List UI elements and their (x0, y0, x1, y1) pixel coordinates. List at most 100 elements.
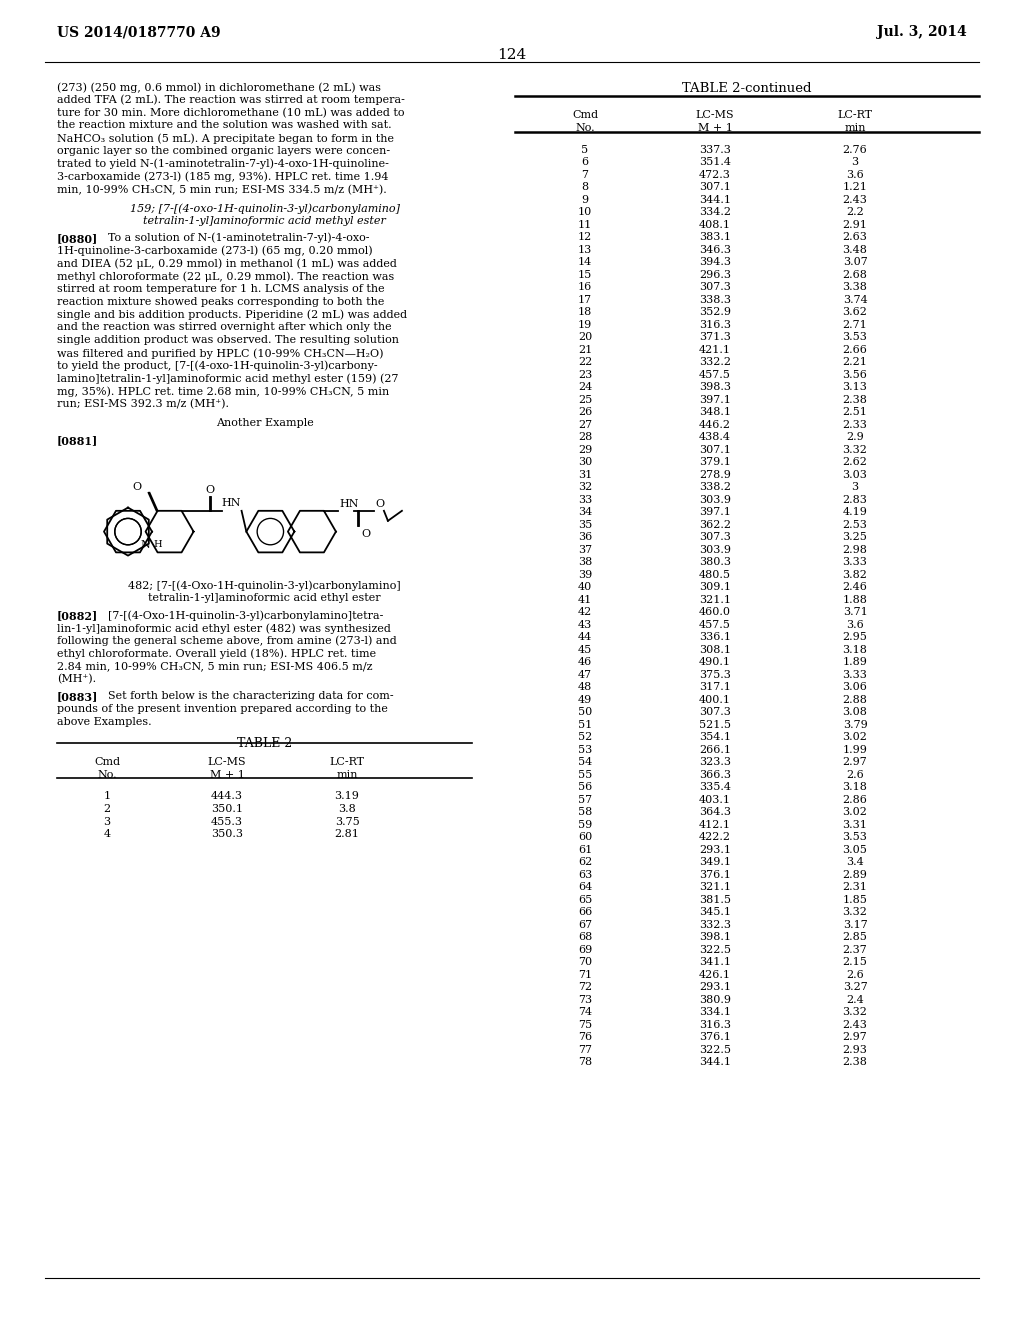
Text: 12: 12 (578, 232, 592, 242)
Text: 54: 54 (578, 758, 592, 767)
Text: 39: 39 (578, 570, 592, 579)
Text: 32: 32 (578, 482, 592, 492)
Text: ethyl chloroformate. Overall yield (18%). HPLC ret. time: ethyl chloroformate. Overall yield (18%)… (57, 648, 376, 659)
Text: 62: 62 (578, 857, 592, 867)
Text: 309.1: 309.1 (699, 582, 731, 593)
Text: 307.3: 307.3 (699, 532, 731, 543)
Text: Set forth below is the characterizing data for com-: Set forth below is the characterizing da… (101, 690, 393, 701)
Text: 71: 71 (578, 970, 592, 979)
Text: 438.4: 438.4 (699, 432, 731, 442)
Text: M + 1: M + 1 (210, 770, 245, 780)
Text: 338.2: 338.2 (699, 482, 731, 492)
Text: min: min (844, 123, 865, 133)
Text: 334.2: 334.2 (699, 207, 731, 216)
Text: 1.88: 1.88 (843, 594, 867, 605)
Text: No.: No. (575, 123, 595, 133)
Text: 48: 48 (578, 682, 592, 692)
Text: No.: No. (97, 770, 117, 780)
Text: 10: 10 (578, 207, 592, 216)
Text: 3.71: 3.71 (843, 607, 867, 616)
Text: 8: 8 (582, 182, 589, 193)
Text: 3.53: 3.53 (843, 832, 867, 842)
Text: 11: 11 (578, 219, 592, 230)
Text: 446.2: 446.2 (699, 420, 731, 429)
Text: 336.1: 336.1 (699, 632, 731, 642)
Text: pounds of the present invention prepared according to the: pounds of the present invention prepared… (57, 704, 388, 714)
Text: 58: 58 (578, 807, 592, 817)
Text: 3.62: 3.62 (843, 308, 867, 317)
Text: Another Example: Another Example (216, 418, 313, 428)
Text: 3.6: 3.6 (846, 169, 864, 180)
Text: 307.1: 307.1 (699, 182, 731, 193)
Text: 398.1: 398.1 (699, 932, 731, 942)
Text: above Examples.: above Examples. (57, 717, 152, 726)
Text: 3.19: 3.19 (335, 791, 359, 801)
Text: 2.62: 2.62 (843, 457, 867, 467)
Text: 26: 26 (578, 407, 592, 417)
Text: 66: 66 (578, 907, 592, 917)
Text: 350.1: 350.1 (211, 804, 243, 814)
Text: 124: 124 (498, 48, 526, 62)
Text: ture for 30 min. More dichloromethane (10 mL) was added to: ture for 30 min. More dichloromethane (1… (57, 108, 404, 117)
Text: TABLE 2: TABLE 2 (237, 738, 292, 750)
Text: 2.68: 2.68 (843, 269, 867, 280)
Text: 316.3: 316.3 (699, 1019, 731, 1030)
Text: 394.3: 394.3 (699, 257, 731, 267)
Text: US 2014/0187770 A9: US 2014/0187770 A9 (57, 25, 220, 40)
Text: 380.3: 380.3 (699, 557, 731, 568)
Text: 3.53: 3.53 (843, 333, 867, 342)
Text: 293.1: 293.1 (699, 982, 731, 993)
Text: 3.32: 3.32 (843, 1007, 867, 1018)
Text: 2.81: 2.81 (335, 829, 359, 840)
Text: following the general scheme above, from amine (273-l) and: following the general scheme above, from… (57, 636, 396, 647)
Text: 73: 73 (578, 994, 592, 1005)
Text: 3.13: 3.13 (843, 381, 867, 392)
Text: 2.2: 2.2 (846, 207, 864, 216)
Text: 65: 65 (578, 895, 592, 904)
Text: 77: 77 (578, 1044, 592, 1055)
Text: 2.6: 2.6 (846, 970, 864, 979)
Text: 3.27: 3.27 (843, 982, 867, 993)
Text: 4.19: 4.19 (843, 507, 867, 517)
Text: 2.38: 2.38 (843, 1057, 867, 1067)
Text: 2.46: 2.46 (843, 582, 867, 593)
Text: 36: 36 (578, 532, 592, 543)
Text: 57: 57 (578, 795, 592, 805)
Text: 2.97: 2.97 (843, 1032, 867, 1041)
Text: 2.38: 2.38 (843, 395, 867, 405)
Text: 61: 61 (578, 845, 592, 854)
Text: 335.4: 335.4 (699, 781, 731, 792)
Text: 44: 44 (578, 632, 592, 642)
Text: 397.1: 397.1 (699, 395, 731, 405)
Text: 69: 69 (578, 945, 592, 954)
Text: 3: 3 (851, 482, 858, 492)
Text: 3.31: 3.31 (843, 820, 867, 829)
Text: 296.3: 296.3 (699, 269, 731, 280)
Text: 23: 23 (578, 370, 592, 380)
Text: 322.5: 322.5 (699, 1044, 731, 1055)
Text: 2.97: 2.97 (843, 758, 867, 767)
Text: HN: HN (339, 499, 358, 508)
Text: 3.32: 3.32 (843, 907, 867, 917)
Text: 35: 35 (578, 520, 592, 529)
Text: 323.3: 323.3 (699, 758, 731, 767)
Text: 29: 29 (578, 445, 592, 454)
Text: 2.86: 2.86 (843, 795, 867, 805)
Text: 1.99: 1.99 (843, 744, 867, 755)
Text: 3.79: 3.79 (843, 719, 867, 730)
Text: organic layer so the combined organic layers were concen-: organic layer so the combined organic la… (57, 147, 390, 156)
Text: 338.3: 338.3 (699, 294, 731, 305)
Text: 14: 14 (578, 257, 592, 267)
Text: LC-MS: LC-MS (695, 110, 734, 120)
Text: 2.76: 2.76 (843, 145, 867, 154)
Text: 376.1: 376.1 (699, 870, 731, 879)
Text: 2.66: 2.66 (843, 345, 867, 355)
Text: 317.1: 317.1 (699, 682, 731, 692)
Text: NaHCO₃ solution (5 mL). A precipitate began to form in the: NaHCO₃ solution (5 mL). A precipitate be… (57, 133, 394, 144)
Text: 337.3: 337.3 (699, 145, 731, 154)
Text: 422.2: 422.2 (699, 832, 731, 842)
Text: 2.33: 2.33 (843, 420, 867, 429)
Text: 2.53: 2.53 (843, 520, 867, 529)
Text: 16: 16 (578, 282, 592, 292)
Text: 383.1: 383.1 (699, 232, 731, 242)
